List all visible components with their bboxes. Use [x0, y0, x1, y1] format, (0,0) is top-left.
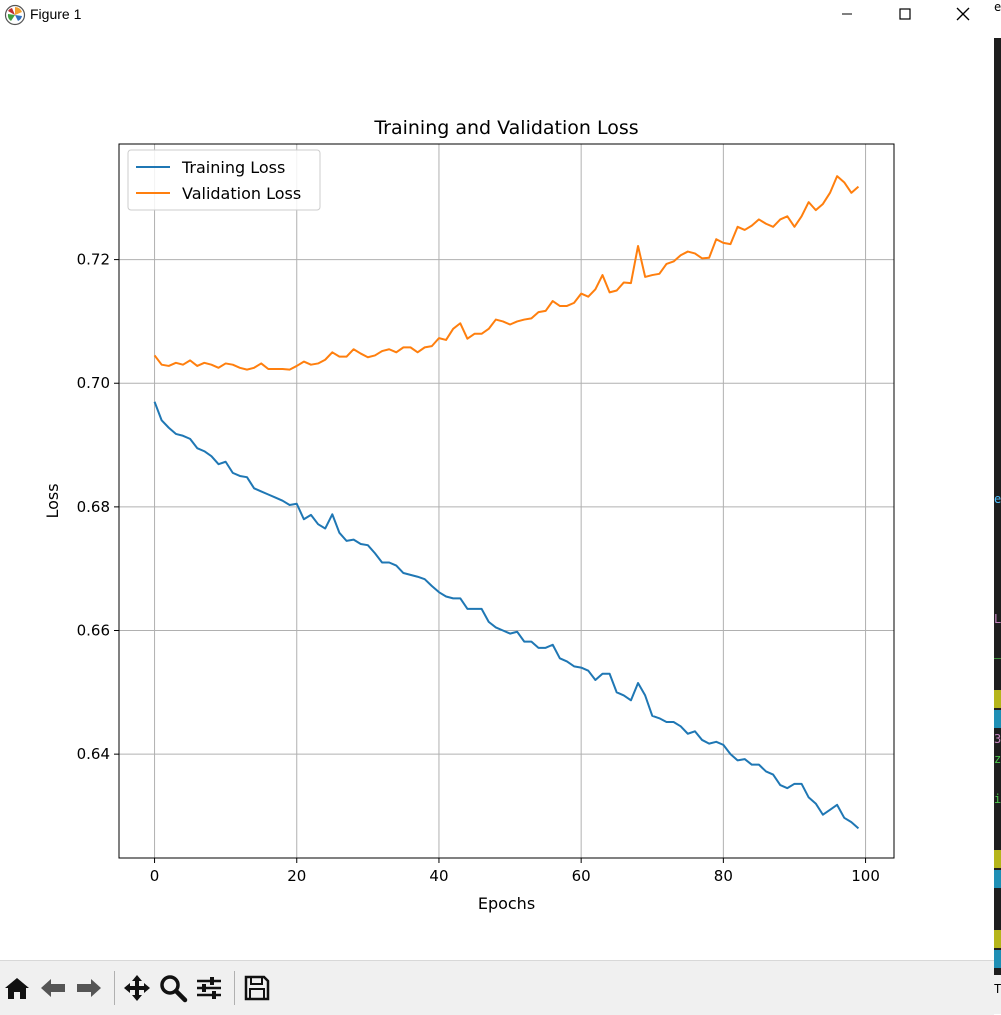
configure-subplots-icon — [197, 977, 221, 999]
x-tick-label: 20 — [287, 867, 306, 885]
edge-glyph: e — [994, 0, 1001, 14]
validation-loss-line — [153, 175, 860, 371]
edge-block — [994, 975, 1001, 1014]
minimize-icon — [842, 13, 852, 15]
pan-icon — [124, 975, 150, 1001]
legend: Training Loss Validation Loss — [127, 149, 321, 211]
matplotlib-app-icon — [4, 4, 26, 26]
edge-block — [994, 850, 1001, 868]
training-loss-line — [153, 401, 860, 830]
edge-glyph: e — [994, 492, 1001, 506]
y-tick-label: 0.68 — [77, 498, 110, 516]
window-titlebar: Figure 1 — [0, 0, 994, 32]
y-axis-ticks: 0.64 0.66 0.68 0.70 0.72 — [77, 251, 119, 763]
maximize-button[interactable] — [876, 0, 934, 28]
edge-block — [994, 658, 1001, 659]
x-tick-label: 0 — [150, 867, 160, 885]
x-tick-label: 100 — [851, 867, 880, 885]
plot-frame — [118, 143, 895, 859]
x-tick-label: 60 — [572, 867, 591, 885]
back-button[interactable] — [38, 973, 68, 1003]
x-axis-ticks: 0 20 40 60 80 100 — [150, 858, 880, 885]
zoom-button[interactable] — [158, 973, 188, 1003]
configure-subplots-button[interactable] — [194, 973, 224, 1003]
x-tick-label: 80 — [714, 867, 733, 885]
y-tick-label: 0.72 — [77, 251, 110, 269]
save-button[interactable] — [242, 973, 272, 1003]
edge-block — [994, 870, 1001, 888]
back-arrow-icon — [41, 979, 65, 997]
close-icon — [956, 7, 970, 21]
x-axis-label: Epochs — [478, 894, 535, 913]
edge-block — [994, 0, 1001, 38]
edge-glyph: 3 — [994, 732, 1001, 746]
edge-block — [994, 690, 1001, 708]
series-lines — [153, 175, 860, 830]
edge-glyph: T — [994, 982, 1001, 996]
y-axis-label: Loss — [43, 483, 62, 518]
toolbar-separator — [234, 971, 235, 1005]
y-tick-label: 0.64 — [77, 745, 110, 763]
legend-box — [127, 149, 321, 211]
legend-label-training: Training Loss — [181, 158, 285, 177]
x-tick-label: 40 — [429, 867, 448, 885]
edge-block — [994, 710, 1001, 728]
y-tick-label: 0.66 — [77, 622, 110, 640]
maximize-icon — [899, 8, 911, 20]
save-icon — [244, 975, 270, 1001]
forward-button[interactable] — [74, 973, 104, 1003]
window-title: Figure 1 — [30, 6, 82, 22]
toolbar-separator — [114, 971, 115, 1005]
edge-glyph: z — [994, 752, 1001, 766]
y-tick-label: 0.70 — [77, 374, 110, 392]
background-window-edge: e e L 3 z i T — [994, 0, 1001, 1014]
legend-label-validation: Validation Loss — [182, 184, 301, 203]
forward-arrow-icon — [77, 979, 101, 997]
plot-background — [119, 144, 894, 858]
home-icon — [5, 978, 29, 999]
pan-button[interactable] — [122, 973, 152, 1003]
minimize-button[interactable] — [818, 0, 876, 28]
home-button[interactable] — [2, 973, 32, 1003]
edge-block — [994, 950, 1001, 968]
close-button[interactable] — [934, 0, 992, 28]
figure-canvas[interactable]: 0 20 40 60 80 100 0.64 0.66 0.68 0.70 0.72 Traini… — [0, 32, 994, 960]
edge-block — [994, 930, 1001, 948]
grid-lines — [119, 144, 894, 858]
edge-glyph: i — [994, 792, 1001, 806]
zoom-icon — [160, 975, 188, 1003]
loss-chart: 0 20 40 60 80 100 0.64 0.66 0.68 0.70 0.72 Traini… — [43, 117, 895, 913]
edge-glyph: L — [994, 612, 1001, 626]
chart-title: Training and Validation Loss — [373, 117, 638, 139]
navigation-toolbar — [0, 960, 994, 1015]
